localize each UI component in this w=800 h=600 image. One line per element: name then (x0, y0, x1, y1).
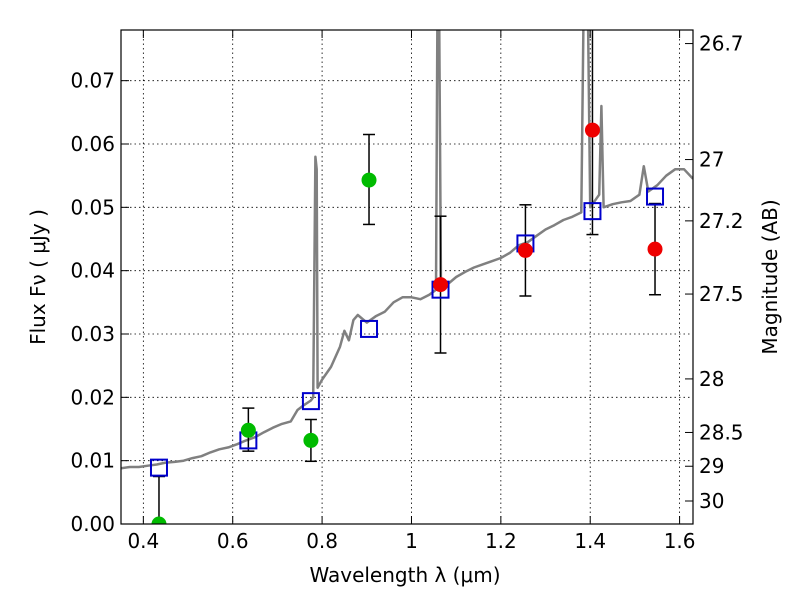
y-axis-label: Flux Fν ( μJy ) (26, 209, 50, 345)
tick-labels: 0.4 0.6 0.8 1 1.2 1.4 1.6 0.00 0.01 0.02 0.03 0.04 0… (70, 32, 743, 553)
model-photometry-square (301, 392, 320, 411)
x-tick-label: 0.8 (306, 529, 338, 553)
y-tick-label: 0.00 (70, 512, 115, 536)
red-data-point (433, 277, 449, 293)
y-tick-label: 0.03 (70, 322, 115, 346)
axis-ticks (121, 30, 693, 525)
y-tick-label: 0.01 (70, 449, 115, 473)
axes-frame (120, 29, 694, 525)
x-tick-label: 1 (405, 529, 418, 553)
x-axis-label: Wavelength λ (μm) (309, 563, 500, 587)
model-photometry-square (360, 319, 379, 338)
green-data-point (361, 172, 377, 188)
x-tick-label: 0.4 (127, 529, 159, 553)
y2-tick-label: 28 (699, 367, 724, 391)
y2-tick-label: 30 (699, 489, 724, 513)
red-data-point (584, 122, 600, 138)
model-photometry-square (583, 202, 602, 221)
x-tick-label: 1.2 (485, 529, 517, 553)
green-data-point (303, 432, 319, 448)
y-tick-label: 0.02 (70, 385, 115, 409)
model-photometry-square (646, 187, 665, 206)
y-tick-label: 0.05 (70, 195, 115, 219)
x-tick-label: 1.4 (574, 529, 606, 553)
grid-lines (121, 30, 693, 525)
y2-tick-label: 27.5 (699, 282, 744, 306)
green-data-point (240, 422, 256, 438)
y-tick-label: 0.06 (70, 132, 115, 156)
y2-axis-label: Magnitude (AB) (758, 199, 782, 354)
y2-tick-label: 28.5 (699, 420, 744, 444)
y2-tick-label: 29 (699, 454, 724, 478)
x-tick-label: 1.6 (664, 529, 696, 553)
y2-tick-label: 27 (699, 148, 724, 172)
model-photometry-square (149, 458, 168, 477)
model-spectrum-line (121, 30, 693, 470)
green-data-point (151, 516, 167, 524)
red-data-point (517, 242, 533, 258)
y2-tick-label: 27.2 (699, 209, 744, 233)
red-data-point (647, 241, 663, 257)
y-tick-label: 0.07 (70, 69, 115, 93)
y-tick-label: 0.04 (70, 259, 115, 283)
plot-area (121, 30, 693, 524)
y2-tick-label: 26.7 (699, 32, 744, 56)
x-tick-label: 0.6 (217, 529, 249, 553)
